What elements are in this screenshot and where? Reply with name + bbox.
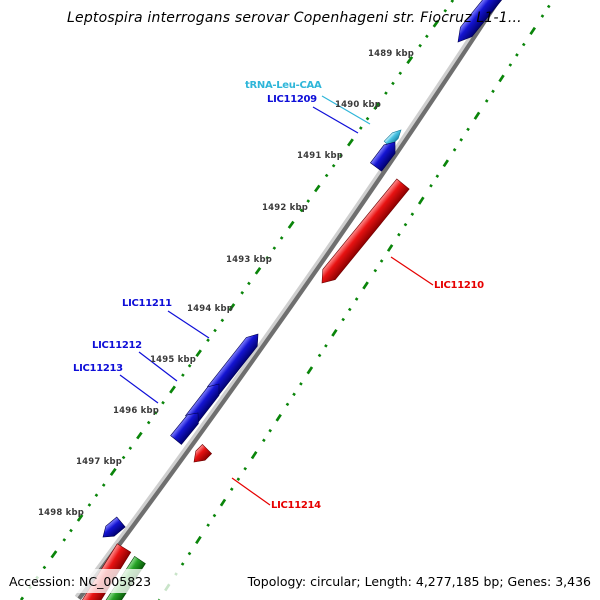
gene-label-LIC11210[interactable]: LIC11210 (434, 280, 484, 291)
gene-label-LIC11211[interactable]: LIC11211 (122, 298, 172, 309)
gene-label-LIC11214[interactable]: LIC11214 (271, 500, 321, 511)
genome-flank-dotted-line (19, 0, 455, 600)
leader-line-LIC11211 (167, 310, 210, 339)
organism-title: Leptospira interrogans serovar Copenhage… (67, 10, 522, 26)
leader-line-LIC11212 (138, 351, 178, 382)
feature-gene-unlabeled-top[interactable] (457, 0, 511, 43)
topology-text: Topology: circular; Length: 4,277,185 bp… (247, 573, 591, 589)
gene-label-tRNA-Leu-CAA[interactable]: tRNA-Leu-CAA (245, 80, 322, 91)
feature-LIC11209[interactable] (369, 141, 396, 172)
feature-LIC11210[interactable] (321, 178, 410, 284)
tick-label-1494: 1494 kbp (187, 304, 234, 314)
tick-label-1490: 1490 kbp (335, 100, 382, 110)
tick-label-1493: 1493 kbp (226, 255, 273, 265)
leader-line-LIC11209 (312, 106, 359, 134)
gene-label-LIC11212[interactable]: LIC11212 (92, 340, 142, 351)
tick-label-1491: 1491 kbp (297, 151, 344, 161)
feature-LIC11213[interactable] (170, 412, 199, 445)
tick-label-1498: 1498 kbp (38, 508, 85, 518)
tick-label-1497: 1497 kbp (76, 457, 123, 467)
tick-label-1489: 1489 kbp (368, 49, 415, 59)
genome-flank-dotted-line (157, 0, 555, 600)
accession-text: Accession: NC_005823 (9, 573, 152, 589)
gene-label-LIC11209[interactable]: LIC11209 (267, 94, 317, 105)
tick-label-1492: 1492 kbp (262, 203, 309, 213)
genome-backbone-highlight (74, 0, 497, 598)
feature-LIC11214[interactable] (193, 443, 213, 463)
gene-label-LIC11213[interactable]: LIC11213 (73, 363, 123, 374)
leader-line-tRNA-Leu-CAA (321, 95, 371, 125)
leader-line-LIC11210 (390, 256, 434, 286)
status-bar: Accession: NC_005823 Topology: circular;… (0, 569, 600, 593)
leader-line-LIC11213 (119, 374, 159, 404)
tick-label-1495: 1495 kbp (150, 355, 197, 365)
genome-backbone (75, 0, 500, 600)
feature-gene-unlabeled-1498[interactable] (102, 516, 126, 538)
leader-line-LIC11214 (231, 477, 271, 506)
tick-label-1496: 1496 kbp (113, 406, 160, 416)
